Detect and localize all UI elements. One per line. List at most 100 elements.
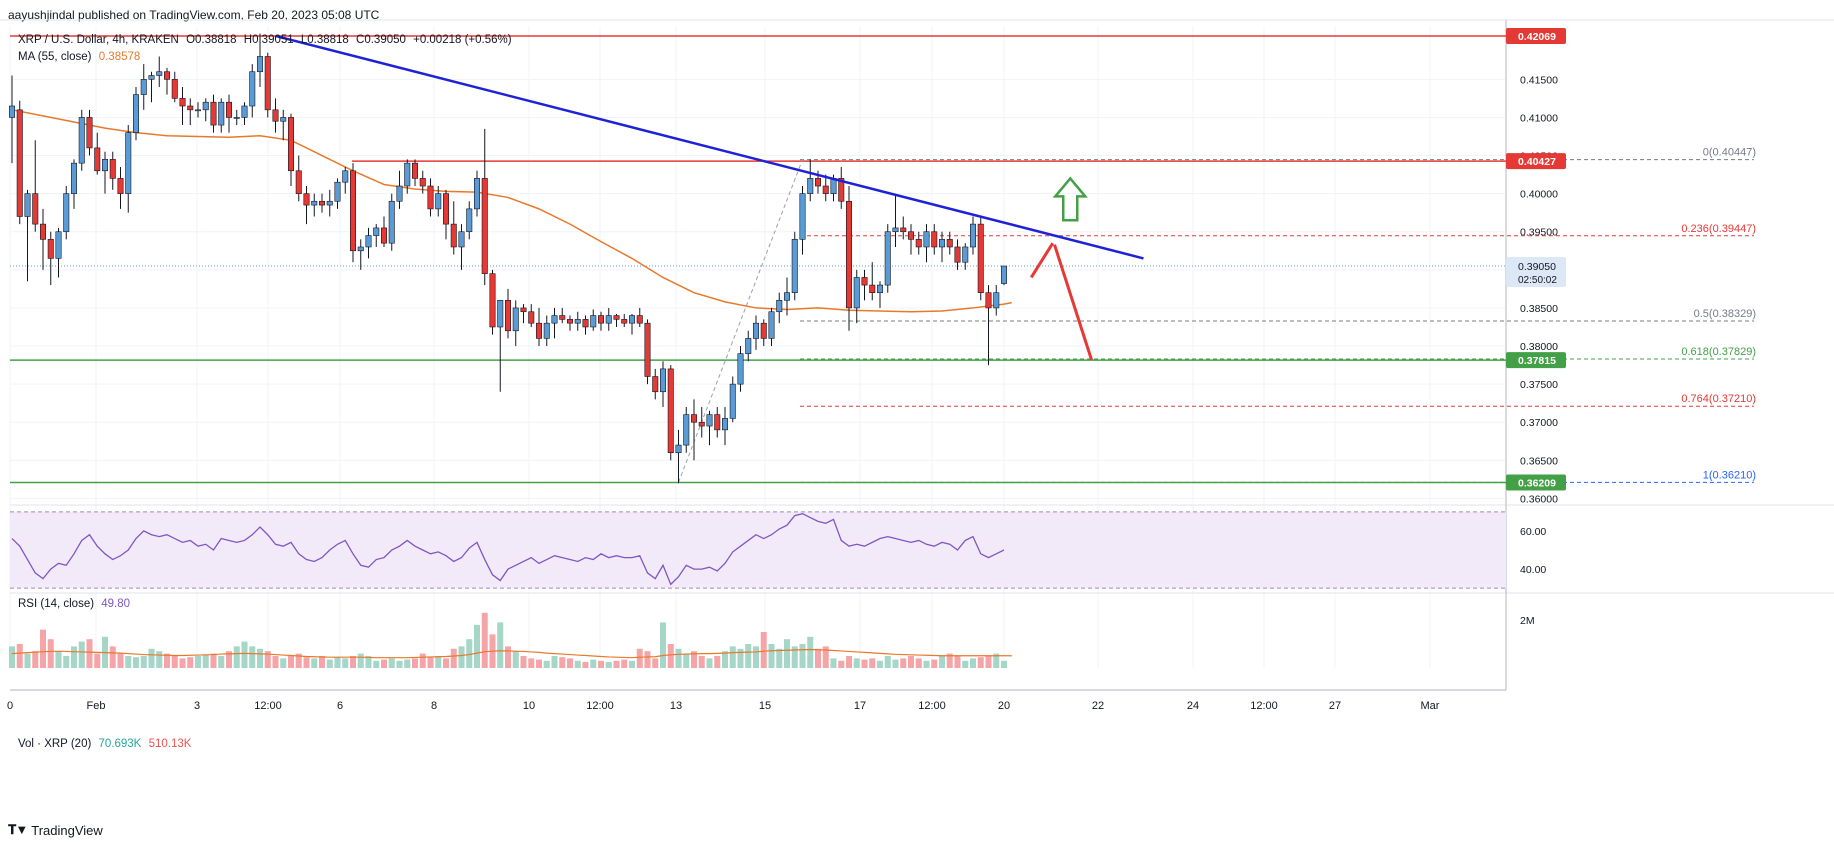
volume-bar [784,639,790,668]
candle-body [303,193,310,206]
volume-bar [768,644,775,668]
time-tick-label: 12:00 [918,700,946,712]
volume-bar [512,651,519,668]
candle-body [721,418,728,431]
volume-legend: Vol · XRP (20) 70.693K 510.13K [18,738,195,750]
candle-body [597,315,604,324]
volume-bar [481,612,488,668]
candle-body [473,178,480,210]
volume-bar [815,648,821,668]
volume-bar [884,656,891,668]
volume-bar [109,646,116,668]
candle-body [776,300,783,313]
volume-bar [776,648,783,668]
candle-body [884,231,891,286]
ma55-line [11,109,1012,313]
volume-bar [412,658,418,668]
candle-body [404,162,411,187]
volume-bar [171,656,178,668]
volume-bar [497,622,504,668]
volume-bar [264,651,271,668]
fib-level-label: 1(0.36210) [1703,469,1756,481]
candle-body [807,178,814,194]
candle-body [466,208,473,233]
volume-label: Vol · XRP (20) [18,738,92,750]
fib-anchor-line [678,159,803,483]
volume-bar [598,660,604,668]
volume-bar [977,657,984,668]
candle-body [628,315,635,324]
volume-bar [249,646,256,668]
volume-bar [458,646,465,668]
candle-body [63,193,70,233]
volume-bar [660,622,666,668]
volume-bar [419,653,426,668]
volume-bar [357,653,364,668]
volume-bar [40,629,46,668]
candle-body [47,239,54,259]
candle-body [853,277,860,309]
volume-bar [125,656,132,668]
price-tick-label: 0.36500 [1520,455,1558,467]
candle-body [156,71,163,76]
candle-body [706,414,713,427]
candle-body [985,292,992,309]
candle-body [249,71,256,107]
volume-bar [822,646,829,668]
rsi-value: 49.80 [101,598,131,610]
time-tick-label: 13 [670,700,682,712]
volume-bar [691,651,697,668]
candle-body [566,319,573,324]
candle-body [938,239,945,248]
descending-trendline [275,34,1144,260]
candle-body [977,223,984,293]
volume-bar [993,653,1000,668]
volume-bar [16,644,23,668]
rsi-tick-label: 60.00 [1520,526,1546,538]
volume-bar [179,658,186,668]
candle-body [311,200,318,206]
volume-bar [629,660,635,668]
scenario-path-line [1029,242,1055,279]
candle-body [504,300,511,332]
candle-body [318,200,325,206]
volume-bar [543,660,550,668]
candle-body [334,181,341,202]
candle-body [1000,265,1007,284]
rsi-label: RSI (14, close) [18,598,95,610]
candle-body [760,322,767,339]
volume-bar [195,656,201,668]
price-level-tag-label: 0.37815 [1518,355,1556,367]
volume-bar [319,656,325,668]
tradingview-footer[interactable]: 𝐓▼ TradingView [8,822,103,838]
candle-body [861,277,868,286]
candle-body [202,101,209,111]
candle-body [838,178,845,202]
candle-body [349,170,356,252]
volume-bar [404,659,411,668]
volume-bar [1001,660,1007,668]
candle-body [133,94,140,133]
ohlc-high: H0.39051 [243,34,294,46]
candle-body [287,117,294,172]
volume-bar [590,659,597,668]
volume-bar [520,656,527,668]
ohlc-low: L0.38818 [300,34,349,46]
volume-bar [94,653,101,668]
volume-bar [877,660,883,668]
volume-bar [288,656,294,668]
symbol-title: XRP / U.S. Dollar, 4h, KRAKEN [18,34,179,46]
volume-tick-label: 2M [1520,615,1535,627]
candle-body [644,322,651,377]
volume-bars [9,612,1007,668]
candle-body [745,338,752,354]
volume-bar [745,644,752,668]
candle-body [791,239,798,293]
candle-body [71,162,78,194]
candle-body [78,117,85,164]
volume-bar [47,639,54,668]
candle-body [226,101,233,118]
candle-body [373,227,380,236]
volume-bar [667,644,674,668]
